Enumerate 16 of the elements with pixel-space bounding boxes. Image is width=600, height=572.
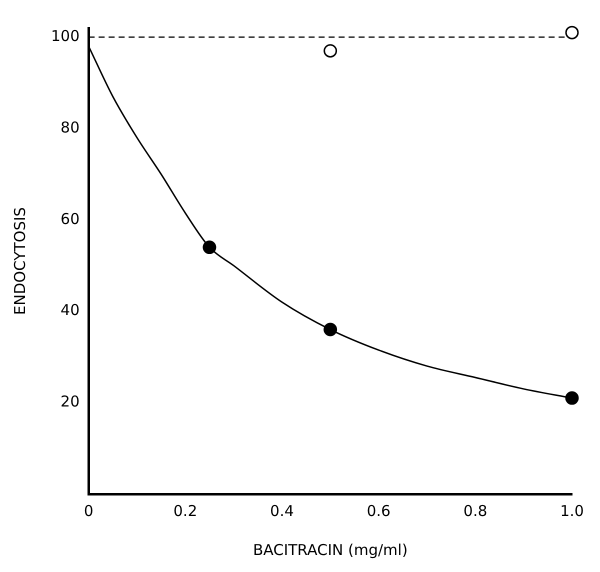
point: [324, 44, 338, 58]
y-tick-label: 60: [60, 210, 80, 228]
x-tick-label: 0: [84, 502, 94, 520]
point: [565, 26, 579, 40]
x-tick-label: 0.8: [463, 502, 488, 520]
x-tick-label: 1.0: [560, 502, 584, 520]
x-axis-title: BACITRACIN (mg/ml): [252, 540, 408, 559]
x-tick-label: 0.2: [173, 502, 198, 520]
y-axis-title: ENDOCYTOSIS: [10, 207, 29, 315]
y-tick-label: 100: [50, 27, 80, 46]
y-tick-label: 40: [60, 301, 80, 320]
x-tick-label: 0.6: [366, 502, 391, 520]
y-tick-label: 80: [60, 118, 80, 136]
point: [565, 391, 579, 405]
x-tick-label: 0.4: [270, 502, 294, 520]
y-tick-label: 20: [60, 392, 80, 411]
